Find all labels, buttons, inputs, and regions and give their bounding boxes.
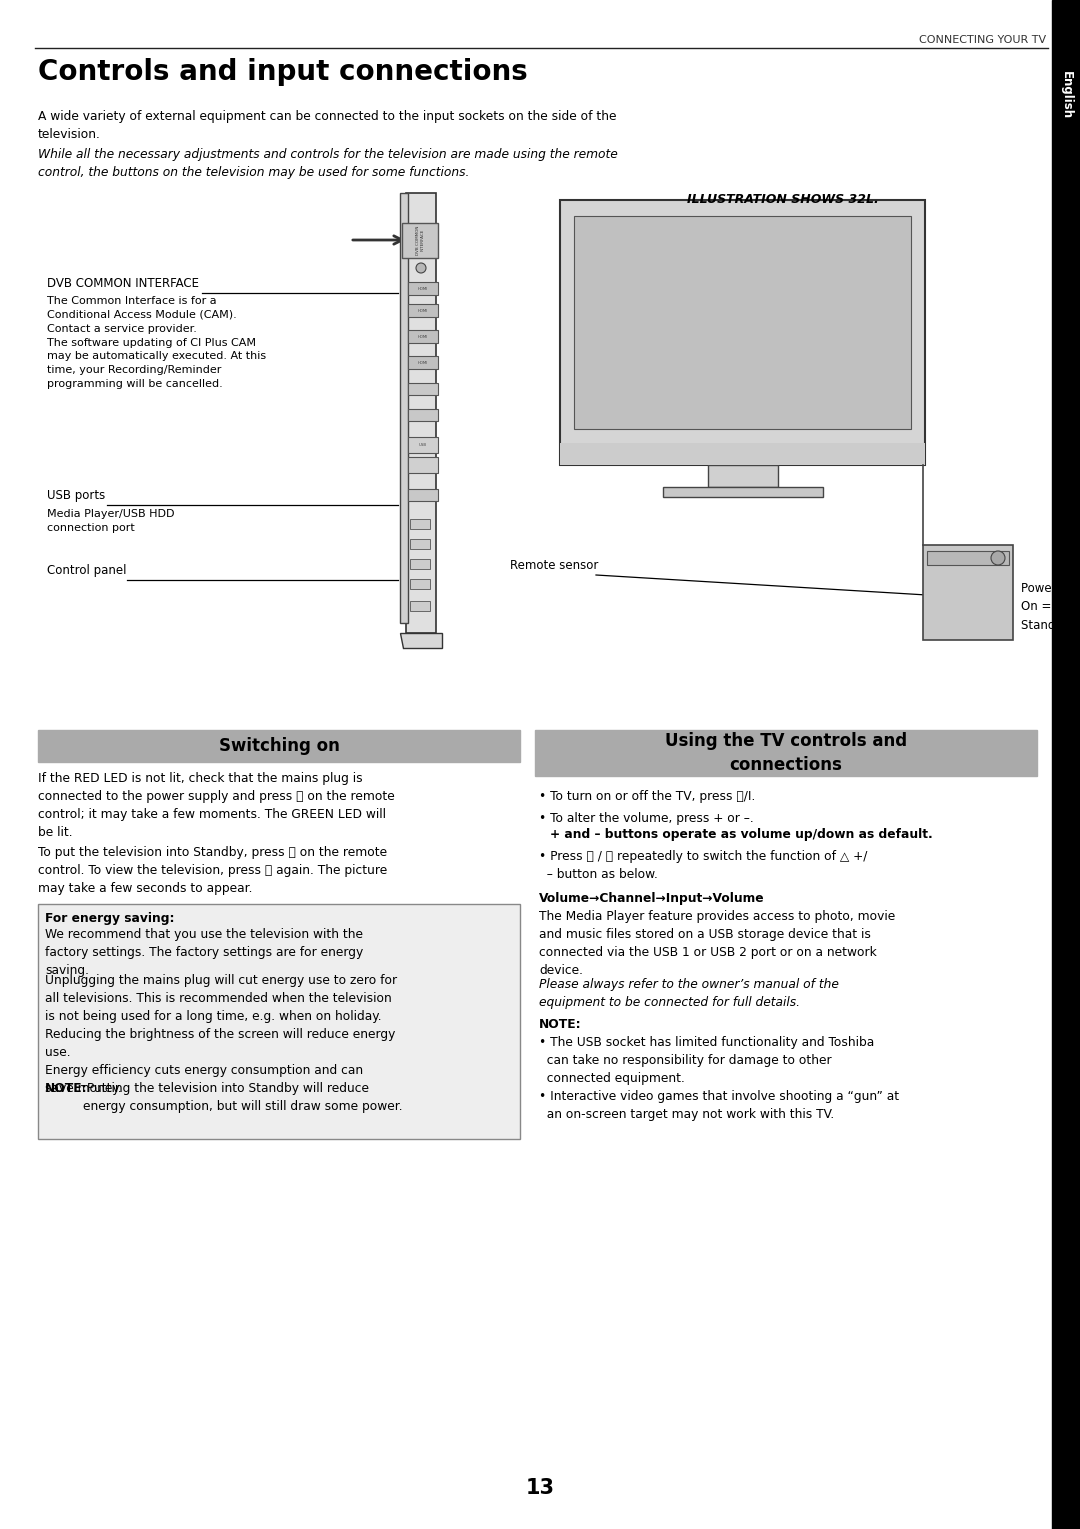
Text: Please always refer to the owner’s manual of the
equipment to be connected for f: Please always refer to the owner’s manua… xyxy=(539,979,839,1009)
Text: NOTE:: NOTE: xyxy=(539,1018,582,1031)
Text: + and – buttons operate as volume up/down as default.: + and – buttons operate as volume up/dow… xyxy=(550,829,933,841)
Bar xyxy=(408,281,438,295)
Text: Controls and input connections: Controls and input connections xyxy=(38,58,528,86)
Bar xyxy=(927,550,1009,566)
Text: Power LED
On = Green
Standby = Red: Power LED On = Green Standby = Red xyxy=(1021,583,1080,631)
Text: Unplugging the mains plug will cut energy use to zero for
all televisions. This : Unplugging the mains plug will cut energ… xyxy=(45,974,397,1095)
Bar xyxy=(923,544,1013,641)
Bar xyxy=(408,408,438,420)
Bar xyxy=(400,193,408,622)
Bar xyxy=(561,200,924,465)
Bar xyxy=(410,540,430,549)
Bar xyxy=(408,437,438,453)
Bar xyxy=(573,216,912,430)
Text: • The USB socket has limited functionality and Toshiba
  can take no responsibil: • The USB socket has limited functionali… xyxy=(539,1037,874,1086)
Text: We recommend that you use the television with the
factory settings. The factory : We recommend that you use the television… xyxy=(45,928,363,977)
Text: HDMI: HDMI xyxy=(418,287,428,291)
Bar xyxy=(662,488,823,497)
Text: Media Player/USB HDD
connection port: Media Player/USB HDD connection port xyxy=(48,509,175,532)
Text: Switching on: Switching on xyxy=(218,737,339,755)
Text: The Media Player feature provides access to photo, movie
and music files stored : The Media Player feature provides access… xyxy=(539,910,895,977)
Bar xyxy=(410,518,430,529)
Text: While all the necessary adjustments and controls for the television are made usi: While all the necessary adjustments and … xyxy=(38,148,618,179)
Bar xyxy=(408,457,438,472)
Bar xyxy=(707,465,778,488)
Bar xyxy=(1052,0,1080,1529)
Text: Control panel: Control panel xyxy=(48,564,126,576)
Text: HDMI: HDMI xyxy=(418,361,428,365)
Text: HDMI: HDMI xyxy=(418,309,428,313)
Bar xyxy=(408,356,438,368)
Bar xyxy=(408,304,438,317)
Bar xyxy=(410,579,430,589)
Text: Using the TV controls and
connections: Using the TV controls and connections xyxy=(665,732,907,774)
Bar xyxy=(406,193,436,633)
Text: If the RED LED is not lit, check that the mains plug is
connected to the power s: If the RED LED is not lit, check that th… xyxy=(38,772,395,839)
Text: NOTE:: NOTE: xyxy=(45,1083,87,1095)
Text: USB ports: USB ports xyxy=(48,489,105,502)
Bar xyxy=(408,330,438,342)
Text: • To alter the volume, press + or –.: • To alter the volume, press + or –. xyxy=(539,812,754,826)
Text: For energy saving:: For energy saving: xyxy=(45,911,175,925)
Text: DVB COMMON
INTERFACE: DVB COMMON INTERFACE xyxy=(416,225,424,255)
Text: English: English xyxy=(1059,70,1072,119)
Bar xyxy=(38,904,519,1139)
Bar xyxy=(535,729,1037,777)
Text: USB: USB xyxy=(419,443,427,446)
Bar xyxy=(38,729,519,761)
Bar xyxy=(402,223,438,258)
Text: ILLUSTRATION SHOWS 32L.: ILLUSTRATION SHOWS 32L. xyxy=(687,193,878,206)
Text: Remote sensor: Remote sensor xyxy=(510,560,598,572)
Bar xyxy=(408,382,438,394)
Text: • Press Ⓓ / Ⓞ repeatedly to switch the function of △ +/
  – button as below.: • Press Ⓓ / Ⓞ repeatedly to switch the f… xyxy=(539,850,867,881)
Circle shape xyxy=(991,550,1005,566)
Text: To put the television into Standby, press ⏽ on the remote
control. To view the t: To put the television into Standby, pres… xyxy=(38,846,388,894)
Circle shape xyxy=(416,263,426,274)
Text: A wide variety of external equipment can be connected to the input sockets on th: A wide variety of external equipment can… xyxy=(38,110,617,141)
Text: HDMI: HDMI xyxy=(418,335,428,339)
Text: Putting the television into Standby will reduce
energy consumption, but will sti: Putting the television into Standby will… xyxy=(83,1083,403,1113)
Text: DVB COMMON INTERFACE: DVB COMMON INTERFACE xyxy=(48,277,199,291)
Bar xyxy=(410,560,430,569)
Text: Volume→Channel→Input→Volume: Volume→Channel→Input→Volume xyxy=(539,891,765,905)
Bar xyxy=(410,601,430,612)
Polygon shape xyxy=(400,633,442,648)
Bar xyxy=(561,443,924,465)
Text: 13: 13 xyxy=(526,1479,554,1498)
Text: • Interactive video games that involve shooting a “gun” at
  an on-screen target: • Interactive video games that involve s… xyxy=(539,1090,900,1121)
Text: The Common Interface is for a
Conditional Access Module (CAM).
Contact a service: The Common Interface is for a Conditiona… xyxy=(48,297,266,388)
Text: CONNECTING YOUR TV: CONNECTING YOUR TV xyxy=(919,35,1047,44)
Text: • To turn on or off the TV, press ⏽/I.: • To turn on or off the TV, press ⏽/I. xyxy=(539,790,755,803)
Bar xyxy=(408,489,438,502)
